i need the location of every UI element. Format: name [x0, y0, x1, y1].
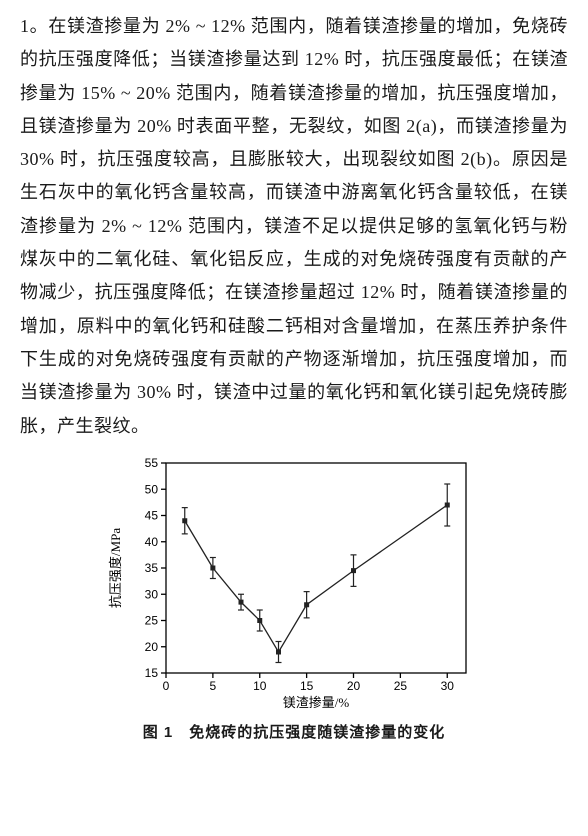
svg-text:40: 40 [145, 535, 159, 549]
svg-text:0: 0 [163, 679, 170, 693]
svg-text:抗压强度/MPa: 抗压强度/MPa [108, 528, 123, 608]
svg-text:25: 25 [394, 679, 408, 693]
svg-text:30: 30 [145, 587, 159, 601]
svg-text:15: 15 [145, 666, 159, 680]
svg-text:镁渣掺量/%: 镁渣掺量/% [283, 695, 350, 710]
svg-text:50: 50 [145, 482, 159, 496]
svg-text:10: 10 [253, 679, 267, 693]
svg-text:30: 30 [441, 679, 455, 693]
body-paragraph: 1。在镁渣掺量为 2% ~ 12% 范围内，随着镁渣掺量的增加，免烧砖的抗压强度… [20, 10, 568, 443]
svg-text:55: 55 [145, 456, 159, 470]
svg-text:5: 5 [210, 679, 217, 693]
figure-1-caption: 图 1 免烧砖的抗压强度随镁渣掺量的变化 [20, 721, 568, 742]
svg-text:25: 25 [145, 613, 159, 627]
svg-text:45: 45 [145, 508, 159, 522]
svg-text:35: 35 [145, 561, 159, 575]
svg-text:20: 20 [145, 640, 159, 654]
svg-text:15: 15 [300, 679, 314, 693]
figure-1-chart: 15 20 25 30 35 40 45 50 55 0 5 10 15 20 25 30 抗压强度/MPa 镁渣… [104, 455, 484, 713]
svg-text:20: 20 [347, 679, 361, 693]
